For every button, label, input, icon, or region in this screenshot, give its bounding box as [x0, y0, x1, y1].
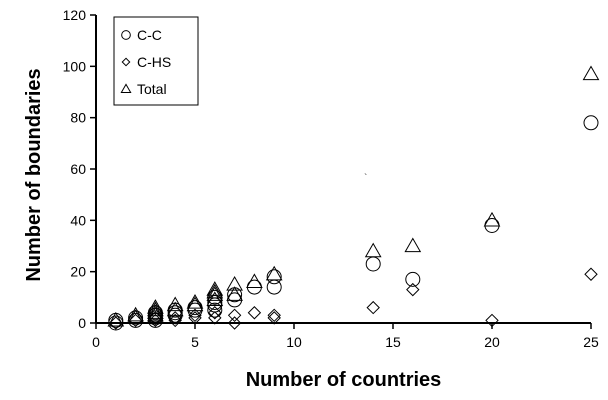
diamond-point	[208, 306, 222, 320]
triangle-point	[483, 211, 501, 227]
y-tick-label: 60	[70, 161, 86, 177]
diamond-point	[247, 306, 262, 320]
triangle-point	[206, 281, 224, 296]
y-tick-label: 0	[78, 315, 86, 331]
diamond-point	[109, 316, 123, 330]
legend-items: C-C C-HS Total	[120, 27, 171, 97]
legend-box	[113, 16, 199, 106]
diamond-point	[227, 316, 242, 330]
triangle-point	[265, 265, 283, 281]
legend-label: C-C	[137, 27, 162, 43]
triangle-point	[186, 293, 204, 309]
triangle-point	[147, 299, 164, 314]
x-tick-label: 10	[286, 334, 302, 350]
legend-diamond-icon	[121, 57, 131, 67]
stray-mark: `	[364, 172, 367, 184]
diamond-point	[188, 311, 202, 325]
triangle-point	[404, 237, 422, 253]
series-total	[107, 65, 600, 327]
diamond-point	[267, 308, 281, 323]
diamond-point	[485, 313, 499, 328]
x-tick-label: 20	[484, 334, 500, 350]
diamond-point	[406, 282, 420, 297]
triangle-point	[166, 301, 184, 317]
diamond-point	[227, 308, 242, 323]
triangle-point	[147, 304, 164, 319]
circle-point	[583, 115, 599, 131]
x-tick-label: 0	[92, 334, 100, 350]
triangle-point	[364, 242, 382, 258]
series-c-hs	[109, 267, 598, 330]
legend: C-C C-HS Total	[113, 16, 199, 106]
x-axis-ticks: 0 5 10 15 20 25	[92, 323, 599, 350]
diamond-point	[267, 311, 281, 325]
legend-label: Total	[137, 81, 167, 97]
triangle-point	[206, 283, 224, 299]
y-tick-label: 40	[70, 212, 86, 228]
y-axis-ticks: 0 20 40 60 80 100 120	[63, 7, 96, 331]
triangle-point	[127, 309, 144, 324]
circle-point	[365, 256, 381, 272]
triangle-point	[582, 65, 600, 81]
circle-point	[207, 302, 223, 318]
triangle-point	[127, 306, 144, 322]
triangle-point	[206, 291, 224, 307]
diamond-point	[584, 267, 598, 281]
triangle-point	[186, 296, 204, 312]
y-tick-label: 80	[70, 110, 86, 126]
y-tick-label: 120	[63, 7, 87, 23]
y-axis-title: Number of boundaries	[23, 68, 45, 281]
triangle-point	[246, 273, 263, 289]
legend-circle-icon	[121, 30, 131, 40]
y-tick-label: 20	[70, 264, 86, 280]
triangle-point	[206, 286, 224, 301]
x-tick-label: 25	[583, 334, 599, 350]
triangle-point	[147, 301, 164, 317]
x-axis-title: Number of countries	[246, 369, 442, 391]
x-tick-label: 15	[385, 334, 401, 350]
legend-triangle-icon	[120, 83, 132, 93]
legend-label: C-HS	[137, 54, 171, 70]
triangle-point	[147, 306, 164, 322]
circle-point	[266, 269, 282, 285]
triangle-point	[226, 275, 243, 291]
circle-point	[405, 271, 421, 287]
triangle-point	[226, 286, 243, 301]
triangle-point	[107, 311, 125, 327]
series-c-c	[108, 115, 599, 331]
diamond-point	[208, 311, 222, 325]
diamond-point	[168, 313, 182, 328]
diamond-point	[188, 308, 202, 323]
diamond-point	[366, 300, 380, 315]
triangle-point	[166, 296, 184, 312]
diamond-point	[128, 313, 143, 328]
data-markers	[107, 65, 600, 331]
x-tick-label: 5	[191, 334, 199, 350]
y-tick-label: 100	[63, 58, 87, 74]
